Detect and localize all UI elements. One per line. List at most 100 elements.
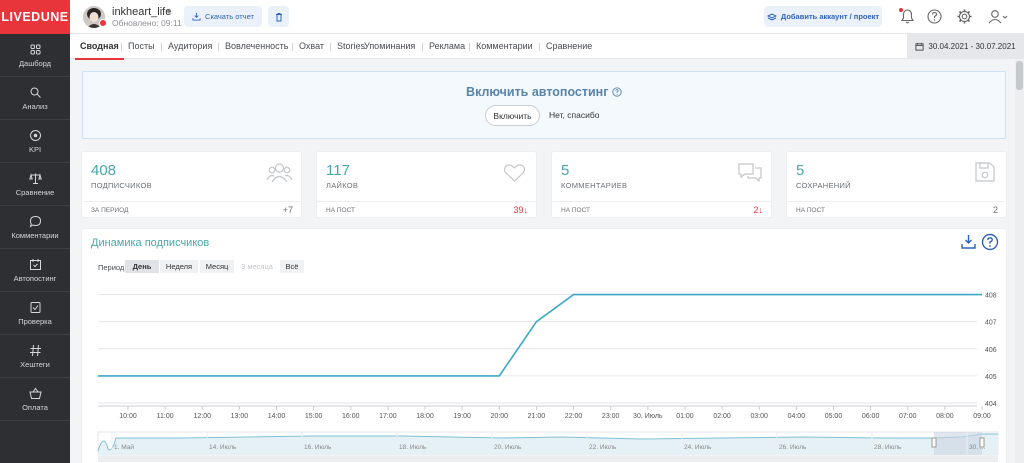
- sidebar-item-7[interactable]: Хештеги: [0, 335, 70, 378]
- period-button-4[interactable]: Всё: [280, 260, 304, 273]
- chevron-down-icon[interactable]: ▾: [167, 7, 172, 16]
- metric-delta: +7: [282, 205, 293, 215]
- period-button-1[interactable]: Неделя: [160, 260, 198, 273]
- enable-autopost-button[interactable]: Включить: [485, 105, 540, 126]
- help-circle-icon[interactable]: [612, 87, 622, 97]
- x-tick-label: 22:00: [565, 413, 583, 420]
- tab-bar: Сводная Посты Аудитория Вовлеченность Охват S…: [70, 34, 1024, 60]
- x-tick-label: 03:00: [750, 413, 768, 420]
- instagram-badge-icon: [99, 19, 107, 27]
- x-tick-label: 08:00: [936, 413, 954, 420]
- y-tick-label: 406: [985, 347, 997, 354]
- metric-label: ПОДПИСЧИКОВ: [91, 181, 152, 190]
- navigator-label: 30. ...: [969, 444, 985, 451]
- updated-time: Обновлено: 09:11: [112, 18, 182, 28]
- period-button-0[interactable]: День: [125, 260, 159, 273]
- period-label: Период: [98, 263, 125, 272]
- x-tick-label: 06:00: [862, 413, 880, 420]
- navigator-label: 22. Июль: [589, 444, 617, 451]
- navigator-label: 16. Июль: [304, 444, 332, 451]
- sidebar-item-label: Сравнение: [15, 187, 55, 197]
- scales-icon: [28, 172, 42, 184]
- x-tick-label: 07:00: [899, 413, 917, 420]
- autopost-title: Включить автопостинг: [83, 85, 1005, 99]
- download-report-label: Скачать отчет: [205, 12, 254, 21]
- navigator-label: 24. Июль: [684, 444, 712, 451]
- x-tick-label: 15:00: [305, 413, 323, 420]
- tab-4[interactable]: Охват: [299, 41, 325, 51]
- subscribers-chart-panel: Динамика подписчиков Период День Неделя Ме…: [82, 229, 1006, 463]
- chart-help-icon[interactable]: [981, 233, 999, 251]
- sidebar-item-4[interactable]: Комментарии: [0, 206, 70, 249]
- x-tick-label: 13:00: [231, 413, 249, 420]
- top-bar: inkheart_life ▾ Обновлено: 09:11 Скачать…: [70, 0, 1024, 34]
- sidebar-item-label: Хештеги: [20, 359, 50, 369]
- user-menu-icon[interactable]: [987, 8, 1009, 25]
- tab-8[interactable]: Комментарии: [476, 41, 533, 51]
- x-tick-label: 11:00: [157, 413, 174, 420]
- metric-card-3: 5 СОХРАНЕНИЙ НА ПОСТ 2: [787, 152, 1006, 217]
- navigator-area: [98, 434, 998, 455]
- decline-autopost-link[interactable]: Нет, спасибо: [549, 110, 600, 120]
- sidebar-item-0[interactable]: Дашборд: [0, 34, 70, 77]
- sidebar-item-6[interactable]: Проверка: [0, 292, 70, 335]
- sidebar-item-2[interactable]: KPI: [0, 120, 70, 163]
- x-tick-label: 01:00: [676, 413, 694, 420]
- trash-icon: [275, 12, 282, 21]
- download-chart-icon[interactable]: [960, 233, 977, 250]
- sidebar-item-3[interactable]: Сравнение: [0, 163, 70, 206]
- sidebar-item-5[interactable]: Автопостинг: [0, 249, 70, 292]
- help-icon[interactable]: [926, 8, 943, 25]
- x-tick-label: 04:00: [788, 413, 806, 420]
- scrollbar-thumb[interactable]: [1016, 61, 1023, 90]
- y-tick-label: 408: [985, 293, 997, 300]
- heart-icon: [503, 164, 526, 182]
- x-tick-label: 10:00: [119, 413, 137, 420]
- x-tick-label: 16:00: [342, 413, 360, 420]
- basket-icon: [28, 387, 42, 399]
- bell-icon[interactable]: [899, 8, 916, 25]
- download-icon: [192, 12, 201, 21]
- tab-9[interactable]: Сравнение: [546, 41, 593, 51]
- delete-button[interactable]: [268, 6, 289, 27]
- sidebar-item-8[interactable]: Оплата: [0, 378, 70, 421]
- tab-2[interactable]: Аудитория: [168, 41, 213, 51]
- date-range-picker[interactable]: 30.04.2021 - 30.07.2021: [907, 34, 1024, 59]
- tab-6[interactable]: Упоминания: [364, 41, 416, 51]
- calendar-icon: [915, 42, 924, 51]
- x-tick-label: 23:00: [602, 413, 620, 420]
- add-account-button[interactable]: Добавить аккаунт / проект: [764, 6, 882, 27]
- page-scrollbar[interactable]: [1015, 60, 1024, 463]
- navigator-handle-right: [979, 437, 985, 448]
- metric-delta: 39↓: [513, 205, 528, 215]
- tab-3[interactable]: Вовлеченность: [225, 41, 289, 51]
- gear-icon[interactable]: [956, 8, 973, 25]
- metric-value: 408: [91, 162, 117, 179]
- x-tick-label: 12:00: [193, 413, 211, 420]
- livedune-logo[interactable]: LIVEDUNE: [0, 0, 70, 34]
- card-divider: [787, 201, 1006, 202]
- tab-separator: [292, 43, 293, 51]
- account-name[interactable]: inkheart_life: [112, 6, 172, 18]
- sidebar: LIVEDUNE Дашборд Анализ KPI Сравнение Коммен…: [0, 0, 70, 463]
- add-account-label: Добавить аккаунт / проект: [780, 12, 880, 21]
- navigator-label: 14. Июль: [209, 444, 237, 451]
- metric-footer: НА ПОСТ: [561, 207, 591, 214]
- x-tick-label: 02:00: [713, 413, 731, 420]
- download-report-button[interactable]: Скачать отчет: [184, 6, 262, 27]
- sidebar-item-1[interactable]: Анализ: [0, 77, 70, 120]
- navigator-selection: [934, 432, 982, 455]
- navigator-scrollbar: [98, 456, 998, 462]
- tab-separator: [422, 43, 423, 51]
- tab-7[interactable]: Реклама: [429, 41, 466, 51]
- tab-0[interactable]: Сводная: [75, 34, 124, 60]
- x-tick-label: 05:00: [825, 413, 843, 420]
- users-icon: [266, 163, 293, 183]
- tab-1[interactable]: Посты: [128, 41, 155, 51]
- stack-icon: [766, 12, 777, 21]
- x-tick-label: 30. Июль: [633, 413, 663, 420]
- period-button-2[interactable]: Месяц: [200, 260, 234, 273]
- navigator-label: 20. Июль: [494, 444, 522, 451]
- tab-5[interactable]: Stories: [337, 41, 366, 51]
- metric-delta: 2: [992, 205, 998, 215]
